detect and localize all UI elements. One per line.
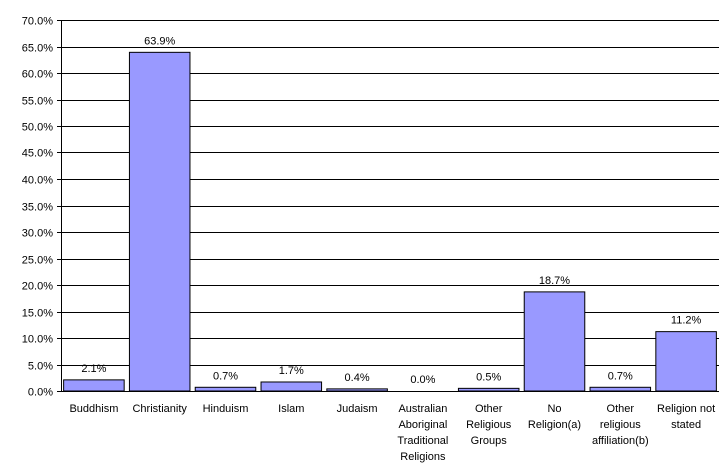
bar xyxy=(655,331,717,392)
data-label: 0.7% xyxy=(608,370,633,382)
x-tick-label: Christianity xyxy=(132,403,187,415)
data-label: 0.4% xyxy=(345,372,370,384)
data-label: 0.0% xyxy=(410,374,435,386)
x-tick-label: No Religion(a) xyxy=(528,403,581,431)
x-tick-label: Hinduism xyxy=(203,403,249,415)
bars xyxy=(63,51,717,392)
x-tick-label: Buddhism xyxy=(69,403,118,415)
x-tick-label: Religion not stated xyxy=(657,403,715,431)
y-tick-label: 65.0% xyxy=(22,43,53,55)
y-tick-label: 15.0% xyxy=(22,308,53,320)
y-tick-label: 45.0% xyxy=(22,148,53,160)
bar xyxy=(326,388,388,392)
y-tick-label: 30.0% xyxy=(22,228,53,240)
x-axis-categories: Buddhism Christianity Hinduism Islam Judaism… xyxy=(69,403,715,463)
bar xyxy=(63,379,125,392)
data-label: 0.7% xyxy=(213,370,238,382)
bar xyxy=(523,291,586,392)
x-tick-label: Islam xyxy=(278,403,304,415)
bar xyxy=(457,387,520,392)
y-tick-label: 25.0% xyxy=(22,255,53,267)
y-tick-label: 40.0% xyxy=(22,175,53,187)
y-tick-label: 55.0% xyxy=(22,96,53,108)
bar xyxy=(260,381,323,392)
data-labels: 2.1% 63.9% 0.7% 1.7% 0.4% 0.0% 0.5% 18.7% 0.7% 11… xyxy=(81,35,701,386)
y-tick-label: 70.0% xyxy=(22,16,53,28)
y-tick-label: 60.0% xyxy=(22,69,53,81)
data-label: 2.1% xyxy=(81,363,106,375)
bar xyxy=(128,51,191,392)
data-label: 18.7% xyxy=(539,275,570,287)
y-tick-label: 50.0% xyxy=(22,122,53,134)
bar xyxy=(589,386,652,392)
data-label: 1.7% xyxy=(279,365,304,377)
y-tick-label: 10.0% xyxy=(22,334,53,346)
data-label: 63.9% xyxy=(144,35,175,47)
data-label: 0.5% xyxy=(476,371,501,383)
x-tick-label: Australian Aboriginal Traditional Religions xyxy=(397,403,448,463)
y-tick-label: 20.0% xyxy=(22,281,53,293)
x-tick-label: Judaism xyxy=(337,403,378,415)
bar xyxy=(194,386,257,392)
y-tick-label: 5.0% xyxy=(28,361,53,373)
x-tick-label: Other religious affiliation(b) xyxy=(592,403,649,447)
x-tick-label: Other Religious Groups xyxy=(466,403,512,447)
y-tick-label: 0.0% xyxy=(28,387,53,399)
y-axis-ticks: 0.0% 5.0% 10.0% 15.0% 20.0% 25.0% 30.0% 35.0% 40… xyxy=(22,16,61,399)
y-tick-label: 35.0% xyxy=(22,202,53,214)
data-label: 11.2% xyxy=(671,315,702,327)
